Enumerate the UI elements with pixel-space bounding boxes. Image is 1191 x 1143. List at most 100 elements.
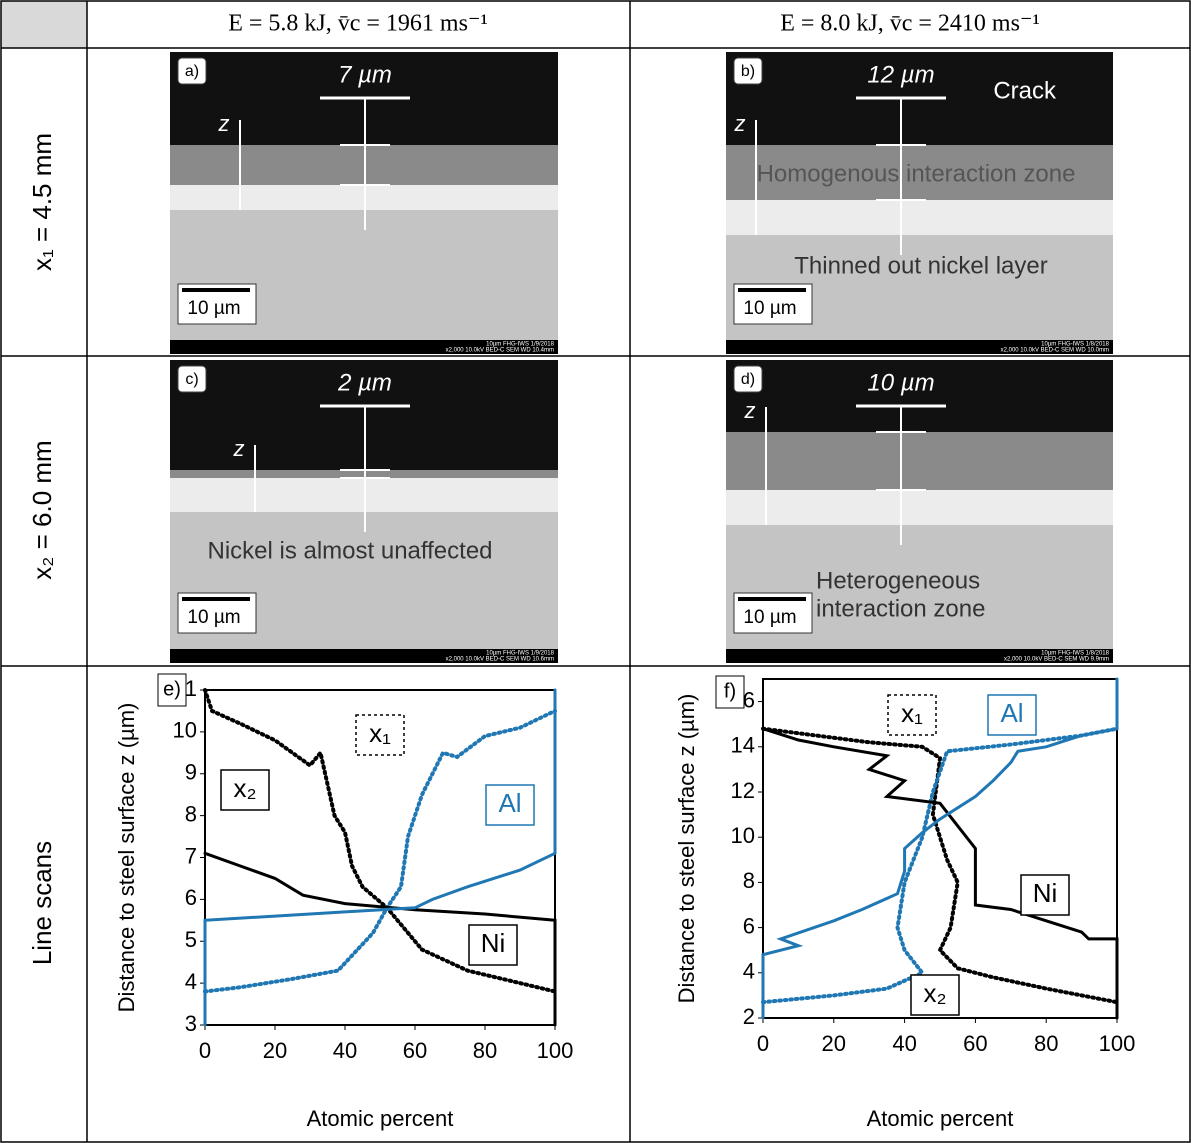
- label-box: [733, 57, 763, 85]
- annotation: x₂: [923, 978, 946, 1008]
- annotation-box: [1020, 874, 1070, 916]
- line-series: [761, 726, 1119, 1005]
- panel-label: a): [185, 63, 199, 80]
- y-tick-label: 10: [173, 718, 197, 743]
- y-axis-label: Distance to steel surface z (µm): [114, 703, 139, 1013]
- y-tick-label: 4: [743, 959, 755, 984]
- x-tick-label: 60: [963, 1031, 987, 1056]
- y-tick-label: 10: [731, 823, 755, 848]
- line-series: [203, 688, 557, 994]
- x-tick-label: 0: [199, 1038, 211, 1063]
- scale-label: 10 µm: [743, 607, 796, 628]
- label-box: [177, 57, 207, 85]
- thickness: 10 µm: [867, 369, 934, 396]
- y-tick-label: 6: [185, 885, 197, 910]
- annotation-box: [220, 769, 270, 811]
- x-axis-label: Atomic percent: [307, 1106, 454, 1131]
- z-label: z: [233, 436, 245, 461]
- x-tick-label: 40: [892, 1031, 916, 1056]
- y-tick-label: 12: [731, 778, 755, 803]
- annotation: x₁: [369, 718, 391, 748]
- annotation: Nickel is almost unaffected: [207, 537, 492, 564]
- info-text: 10µm FHG-IWS 1/9/2018: [486, 651, 554, 657]
- annotation: Ni: [1033, 878, 1058, 908]
- column-header: E = 8.0 kJ, v̄c = 2410 ms⁻¹: [780, 11, 1040, 37]
- x-axis-label: Atomic percent: [867, 1106, 1014, 1131]
- column-header: E = 5.8 kJ, v̄c = 1961 ms⁻¹: [228, 11, 488, 37]
- x-tick-label: 80: [1034, 1031, 1058, 1056]
- interaction-zone: [726, 432, 1113, 490]
- annotation-box: [468, 924, 518, 966]
- line-series: [203, 688, 557, 1027]
- annotation: Al: [1000, 698, 1023, 728]
- info-text: x2,000 10.0kV BED-C SEM WD 10.0mm: [1001, 348, 1109, 354]
- panel-label: d): [741, 371, 755, 388]
- y-tick-label: 9: [185, 760, 197, 785]
- line-series: [761, 727, 1119, 1020]
- line-series: [761, 677, 1119, 1020]
- annotation: Al: [498, 788, 521, 818]
- z-label: z: [744, 398, 756, 423]
- z-label: z: [734, 111, 746, 136]
- nickel-layer: [726, 490, 1113, 525]
- annotation: Homogenous interaction zone: [757, 160, 1076, 187]
- line-series: [203, 851, 557, 1027]
- z-label: z: [218, 111, 230, 136]
- x-tick-label: 0: [757, 1031, 769, 1056]
- resin: [726, 360, 1113, 432]
- x-tick-label: 20: [822, 1031, 846, 1056]
- annotation-box: [485, 784, 535, 826]
- annotation: x₂: [233, 773, 256, 803]
- info-bar: [726, 649, 1113, 663]
- label-box: [157, 673, 187, 707]
- y-tick-label: 8: [185, 801, 197, 826]
- thickness: 2 µm: [337, 369, 392, 396]
- row-header: x₁ = 4.5 mm: [27, 133, 57, 271]
- row-header: x₂ = 6.0 mm: [27, 440, 57, 579]
- panel-label: e): [163, 678, 181, 700]
- panel-label: c): [185, 371, 198, 388]
- annotation: Thinned out nickel layer: [794, 252, 1047, 279]
- x-tick-label: 80: [473, 1038, 497, 1063]
- annotation: Crack: [993, 77, 1057, 104]
- scale-label: 10 µm: [743, 298, 796, 319]
- info-bar: [170, 340, 558, 354]
- scale-label: 10 µm: [187, 607, 240, 628]
- info-bar: [726, 340, 1113, 354]
- annotation-box: [910, 974, 960, 1016]
- nickel-layer: [726, 200, 1113, 235]
- label-box: [733, 365, 763, 393]
- info-text: x2,000 10.0kV BED-C SEM WD 10.6mm: [446, 657, 554, 663]
- line-series: [203, 708, 557, 994]
- annotation: Heterogeneous: [816, 567, 980, 594]
- x-tick-label: 100: [537, 1038, 574, 1063]
- info-text: x2,000 10.0kV BED-C SEM WD 9.9mm: [1004, 657, 1109, 663]
- y-tick-label: 3: [185, 1011, 197, 1036]
- label-box: [715, 675, 745, 709]
- annotation: x₁: [901, 698, 923, 728]
- info-text: x2,000 10.0kV BED-C SEM WD 10.4mm: [446, 348, 554, 354]
- y-tick-label: 2: [743, 1004, 755, 1029]
- panel-label: f): [724, 680, 736, 702]
- y-tick-label: 7: [185, 843, 197, 868]
- interaction-zone: [726, 145, 1113, 200]
- line-series: [761, 726, 1119, 1005]
- y-tick-label: 6: [743, 913, 755, 938]
- thickness: 12 µm: [867, 61, 934, 88]
- panel-label: b): [741, 63, 755, 80]
- scale-label: 10 µm: [187, 298, 240, 319]
- annotation-box: [887, 694, 937, 736]
- y-tick-label: 14: [731, 733, 755, 758]
- info-text: 10µm FHG-IWS 1/8/2018: [1041, 342, 1109, 348]
- info-text: 10µm FHG-IWS 1/9/2018: [486, 342, 554, 348]
- corner-cell: [1, 1, 87, 48]
- annotation: Ni: [481, 928, 506, 958]
- y-tick-label: 4: [185, 969, 197, 994]
- x-tick-label: 100: [1099, 1031, 1136, 1056]
- thickness: 7 µm: [338, 61, 392, 88]
- y-tick-label: 8: [743, 868, 755, 893]
- row-header: Line scans: [27, 841, 57, 965]
- x-tick-label: 20: [263, 1038, 287, 1063]
